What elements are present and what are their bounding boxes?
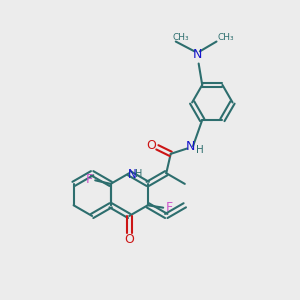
Text: CH₃: CH₃ [218, 34, 235, 43]
Text: F: F [86, 173, 93, 186]
Text: CH₃: CH₃ [173, 34, 189, 43]
Text: O: O [146, 139, 156, 152]
Text: H: H [196, 145, 204, 155]
Text: O: O [124, 233, 134, 246]
Text: F: F [166, 201, 173, 214]
Text: N: N [128, 168, 137, 181]
Text: N: N [193, 47, 202, 61]
Text: H: H [135, 169, 143, 179]
Text: N: N [186, 140, 195, 153]
